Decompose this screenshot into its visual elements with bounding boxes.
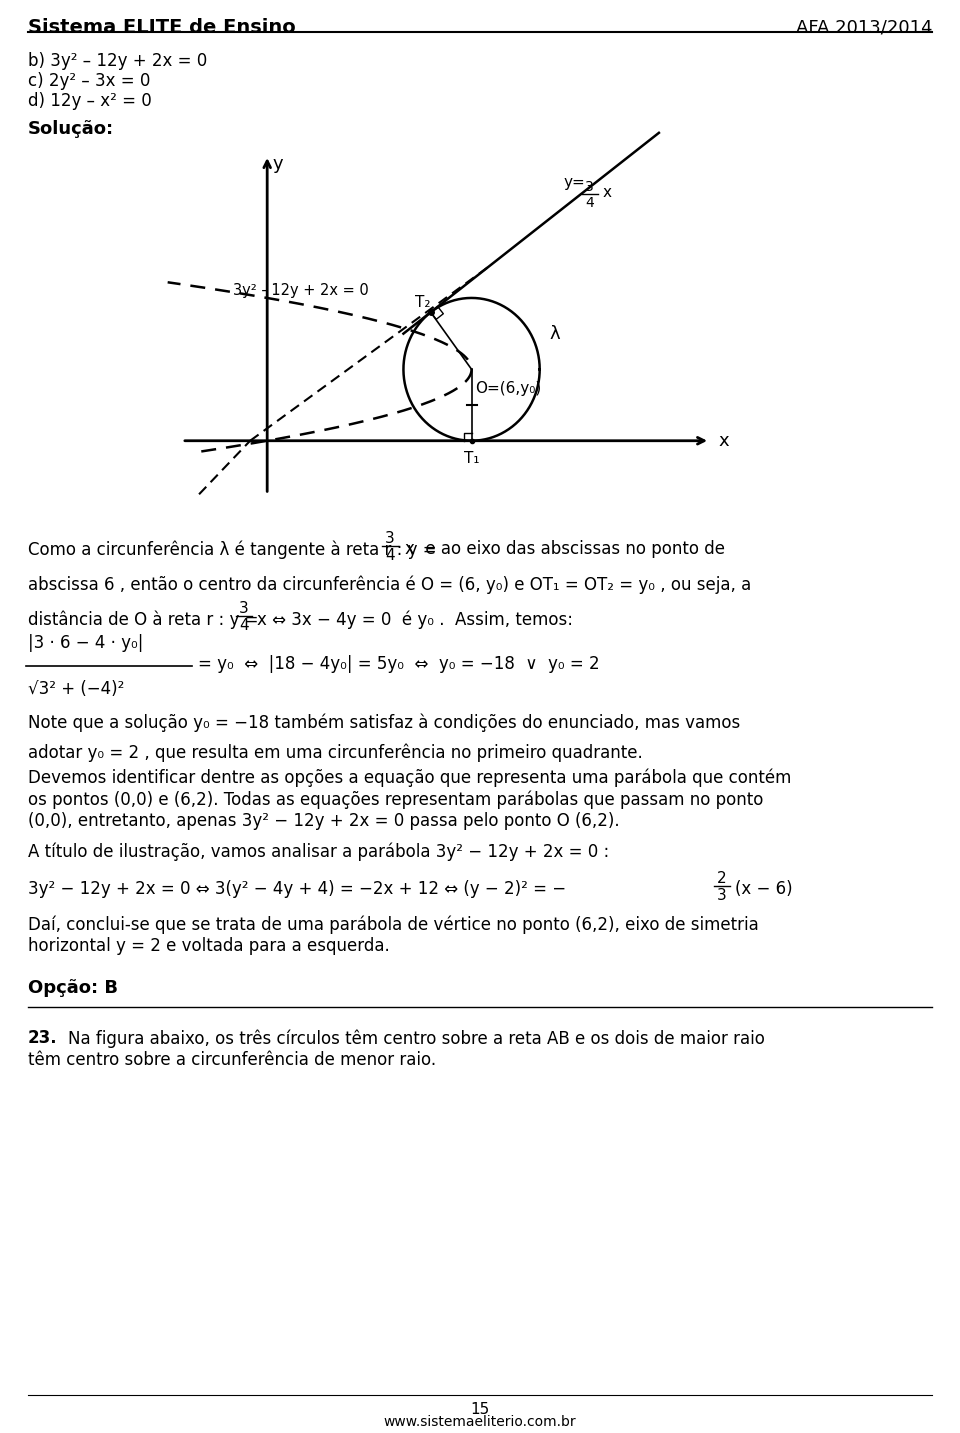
Text: b) 3y² – 12y + 2x = 0: b) 3y² – 12y + 2x = 0 [28, 52, 207, 70]
Text: Devemos identificar dentre as opções a equação que representa uma parábola que c: Devemos identificar dentre as opções a e… [28, 768, 791, 787]
Text: = y₀  ⇔  |18 − 4y₀| = 5y₀  ⇔  y₀ = −18  ∨  y₀ = 2: = y₀ ⇔ |18 − 4y₀| = 5y₀ ⇔ y₀ = −18 ∨ y₀ … [198, 655, 600, 674]
Text: 23.: 23. [28, 1029, 58, 1048]
Text: x ⇔ 3x − 4y = 0  é y₀ .  Assim, temos:: x ⇔ 3x − 4y = 0 é y₀ . Assim, temos: [257, 610, 573, 629]
Text: Solução:: Solução: [28, 120, 114, 138]
Text: distância de O à reta r : y =: distância de O à reta r : y = [28, 610, 258, 629]
Text: y=: y= [564, 175, 586, 191]
Text: 3: 3 [239, 600, 249, 616]
Text: T₁: T₁ [464, 451, 479, 466]
Text: abscissa 6 , então o centro da circunferência é O = (6, y₀) e OT₁ = OT₂ = y₀ , o: abscissa 6 , então o centro da circunfer… [28, 575, 752, 593]
Text: c) 2y² – 3x = 0: c) 2y² – 3x = 0 [28, 72, 151, 90]
Text: Daí, conclui-se que se trata de uma parábola de vértice no ponto (6,2), eixo de : Daí, conclui-se que se trata de uma pará… [28, 916, 758, 933]
Text: A título de ilustração, vamos analisar a parábola 3y² − 12y + 2x = 0 :: A título de ilustração, vamos analisar a… [28, 843, 610, 860]
Text: os pontos (0,0) e (6,2). Todas as equações representam parábolas que passam no p: os pontos (0,0) e (6,2). Todas as equaçõ… [28, 790, 763, 808]
Text: 4: 4 [586, 196, 594, 211]
Text: d) 12y – x² = 0: d) 12y – x² = 0 [28, 92, 152, 110]
Text: 2: 2 [717, 871, 727, 886]
Text: T₂: T₂ [415, 295, 430, 310]
Text: horizontal y = 2 e voltada para a esquerda.: horizontal y = 2 e voltada para a esquer… [28, 937, 390, 954]
Text: 3y² − 12y + 2x = 0 ⇔ 3(y² − 4y + 4) = −2x + 12 ⇔ (y − 2)² = −: 3y² − 12y + 2x = 0 ⇔ 3(y² − 4y + 4) = −2… [28, 880, 566, 898]
Text: Note que a solução y₀ = −18 também satisfaz à condições do enunciado, mas vamos: Note que a solução y₀ = −18 também satis… [28, 714, 740, 731]
Text: x  e ao eixo das abscissas no ponto de: x e ao eixo das abscissas no ponto de [405, 540, 725, 557]
Text: Na figura abaixo, os três círculos têm centro sobre a reta AB e os dois de maior: Na figura abaixo, os três círculos têm c… [68, 1029, 765, 1048]
Text: 3: 3 [717, 888, 727, 903]
Text: O=(6,y₀): O=(6,y₀) [475, 381, 541, 397]
Text: √3² + (−4)²: √3² + (−4)² [28, 681, 125, 698]
Text: (0,0), entretanto, apenas 3y² − 12y + 2x = 0 passa pelo ponto O (6,2).: (0,0), entretanto, apenas 3y² − 12y + 2x… [28, 813, 619, 830]
Text: 15: 15 [470, 1401, 490, 1417]
Text: Sistema ELITE de Ensino: Sistema ELITE de Ensino [28, 19, 296, 37]
Text: λ: λ [550, 325, 561, 342]
Text: |3 · 6 − 4 · y₀|: |3 · 6 − 4 · y₀| [28, 633, 143, 652]
Text: Opção: B: Opção: B [28, 979, 118, 997]
Text: 3: 3 [586, 181, 594, 195]
Text: y: y [273, 155, 283, 173]
Text: www.sistemaeliterio.com.br: www.sistemaeliterio.com.br [384, 1414, 576, 1429]
Text: têm centro sobre a circunferência de menor raio.: têm centro sobre a circunferência de men… [28, 1050, 436, 1069]
Text: 4: 4 [239, 618, 249, 633]
Text: 4: 4 [385, 547, 395, 563]
Text: x: x [603, 185, 612, 201]
Text: (x − 6): (x − 6) [735, 880, 793, 898]
Text: AFA 2013/2014: AFA 2013/2014 [796, 19, 932, 36]
Text: adotar y₀ = 2 , que resulta em uma circunferência no primeiro quadrante.: adotar y₀ = 2 , que resulta em uma circu… [28, 742, 643, 761]
Text: 3: 3 [385, 532, 395, 546]
Text: Como a circunferência λ é tangente à reta r : y =: Como a circunferência λ é tangente à ret… [28, 540, 437, 559]
Text: 3y² - 12y + 2x = 0: 3y² - 12y + 2x = 0 [233, 284, 369, 298]
Text: x: x [718, 431, 729, 450]
